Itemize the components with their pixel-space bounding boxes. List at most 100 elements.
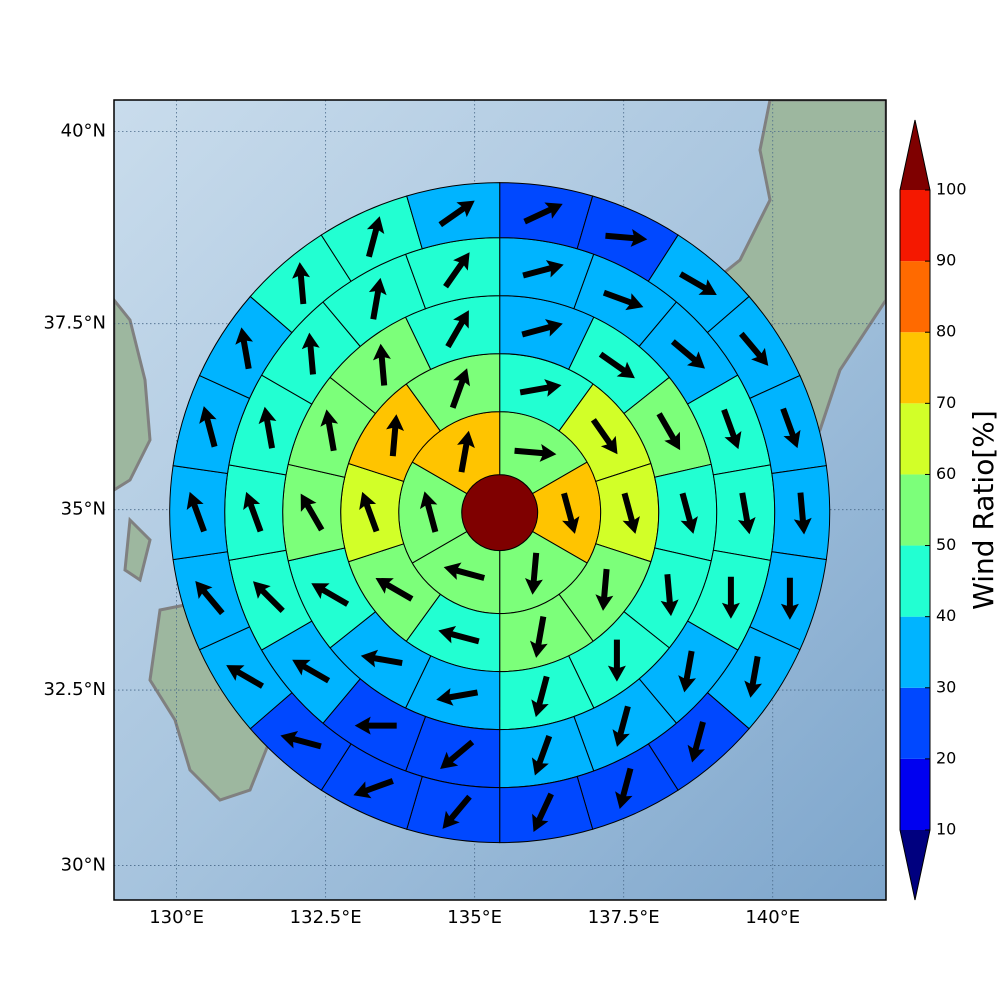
wind-arrow — [445, 310, 469, 349]
colorbar-over — [900, 120, 930, 190]
wind-arrow — [780, 407, 801, 449]
wind-arrow — [737, 492, 756, 535]
wind-arrow — [368, 277, 387, 320]
x-tick-label: 132.5°E — [290, 907, 362, 928]
wind-arrow — [598, 351, 635, 379]
wind-arrow — [679, 492, 698, 534]
wind-arrow — [195, 581, 225, 616]
wind-arrow — [561, 492, 580, 534]
colorbar-segment — [900, 687, 930, 759]
wind-arrow — [292, 262, 310, 305]
wind-arrow — [235, 327, 253, 370]
colorbar-tick-label: 10 — [936, 820, 956, 839]
wind-arrow — [780, 577, 799, 620]
wind-arrow — [793, 492, 812, 535]
wind-arrow — [442, 794, 472, 829]
arrows — [186, 200, 812, 832]
wind-arrow — [521, 319, 563, 338]
wind-arrow — [438, 200, 475, 228]
wind-arrow — [320, 409, 339, 452]
wind-arrow — [420, 491, 439, 533]
colorbar-tick-label: 100 — [936, 180, 967, 199]
wind-arrow — [519, 379, 562, 397]
colorbar-label: Wind Ratio[%] — [967, 410, 1000, 610]
wind-arrow — [443, 562, 485, 581]
colorbar-tick-label: 70 — [936, 393, 956, 412]
wind-arrow — [523, 202, 563, 225]
wind-arrow — [253, 581, 285, 613]
wind-arrow — [311, 583, 350, 607]
colorbar-tick-label: 80 — [936, 322, 956, 341]
colorbar-segment — [900, 403, 930, 475]
wind-arrow — [375, 578, 414, 602]
wind-arrow — [607, 639, 626, 682]
wind-arrow — [590, 418, 618, 455]
wind-arrow — [457, 430, 475, 473]
wind-arrow — [522, 260, 564, 279]
wind-arrow — [595, 568, 614, 611]
wind-arrow — [436, 688, 479, 706]
colorbar-tick-label: 90 — [936, 251, 956, 270]
wind-arrow — [438, 626, 480, 645]
wind-arrow — [525, 552, 543, 595]
wind-arrow — [744, 655, 762, 698]
axes-frame — [113, 99, 887, 901]
wind-arrow — [615, 767, 634, 809]
wind-arrow — [605, 229, 648, 247]
wind-arrow — [721, 408, 742, 450]
colorbar-tick-label: 50 — [936, 535, 956, 554]
wind-arrow — [386, 414, 404, 457]
wind-arrow — [354, 716, 397, 735]
wind-arrow — [514, 444, 557, 462]
wind-arrow — [656, 412, 681, 451]
colorbar-segment — [900, 190, 930, 262]
land-island — [123, 516, 152, 583]
wind-arrow — [621, 492, 640, 534]
wind-arrow — [373, 343, 391, 386]
wind-arrow — [440, 739, 475, 769]
colorbar: 10 20 30 40 50 60 70 80 90 100 — [899, 119, 967, 901]
wind-arrow — [353, 778, 394, 799]
wind-arrow — [721, 576, 740, 619]
wind-arrow — [678, 650, 696, 693]
colorbar-tick-label: 30 — [936, 677, 956, 696]
y-tick-label: 37.5°N — [43, 313, 106, 334]
colorbar-tick-label: 20 — [936, 748, 956, 767]
wind-arrow — [660, 574, 679, 617]
y-tick-label: 32.5°N — [43, 679, 106, 700]
wind-arrow — [243, 491, 264, 533]
wind-arrow — [359, 491, 380, 533]
wind-arrow — [612, 705, 631, 747]
ticks: 130°E 132.5°E 135°E 137.5°E 140°E 30°N 32.5°N 3… — [43, 120, 800, 928]
x-tick-label: 130°E — [149, 907, 204, 928]
land-korea — [114, 297, 152, 492]
wind-arrow — [449, 368, 470, 409]
x-tick-label: 140°E — [745, 907, 800, 928]
wind-arrow — [366, 216, 385, 258]
x-tick-label: 135°E — [447, 907, 502, 928]
wind-arrow — [280, 731, 322, 750]
colorbar-segment — [900, 474, 930, 546]
colorbar-tick-label: 60 — [936, 464, 956, 483]
y-tick-label: 30°N — [61, 854, 106, 875]
wind-arrow — [530, 616, 548, 658]
wind-arrow — [670, 339, 705, 369]
colorbar-under — [900, 830, 930, 900]
wind-arrow — [531, 675, 550, 718]
wind-arrow — [301, 332, 320, 375]
x-tick-label: 137.5°E — [588, 907, 660, 928]
y-tick-label: 35°N — [61, 499, 106, 520]
wind-arrow — [292, 659, 331, 684]
colorbar-segment — [900, 261, 930, 333]
wind-arrow — [532, 792, 554, 832]
wind-arrow — [679, 271, 717, 295]
wind-arrow — [687, 721, 706, 763]
wind-arrow — [226, 665, 264, 689]
colorbar-segment — [900, 616, 930, 688]
wind-arrow — [300, 493, 325, 532]
wind-arrow — [258, 406, 277, 449]
wind-arrow — [443, 252, 470, 289]
colorbar-segment — [900, 758, 930, 830]
colorbar-segment — [900, 545, 930, 617]
wind-arrow — [360, 649, 403, 668]
